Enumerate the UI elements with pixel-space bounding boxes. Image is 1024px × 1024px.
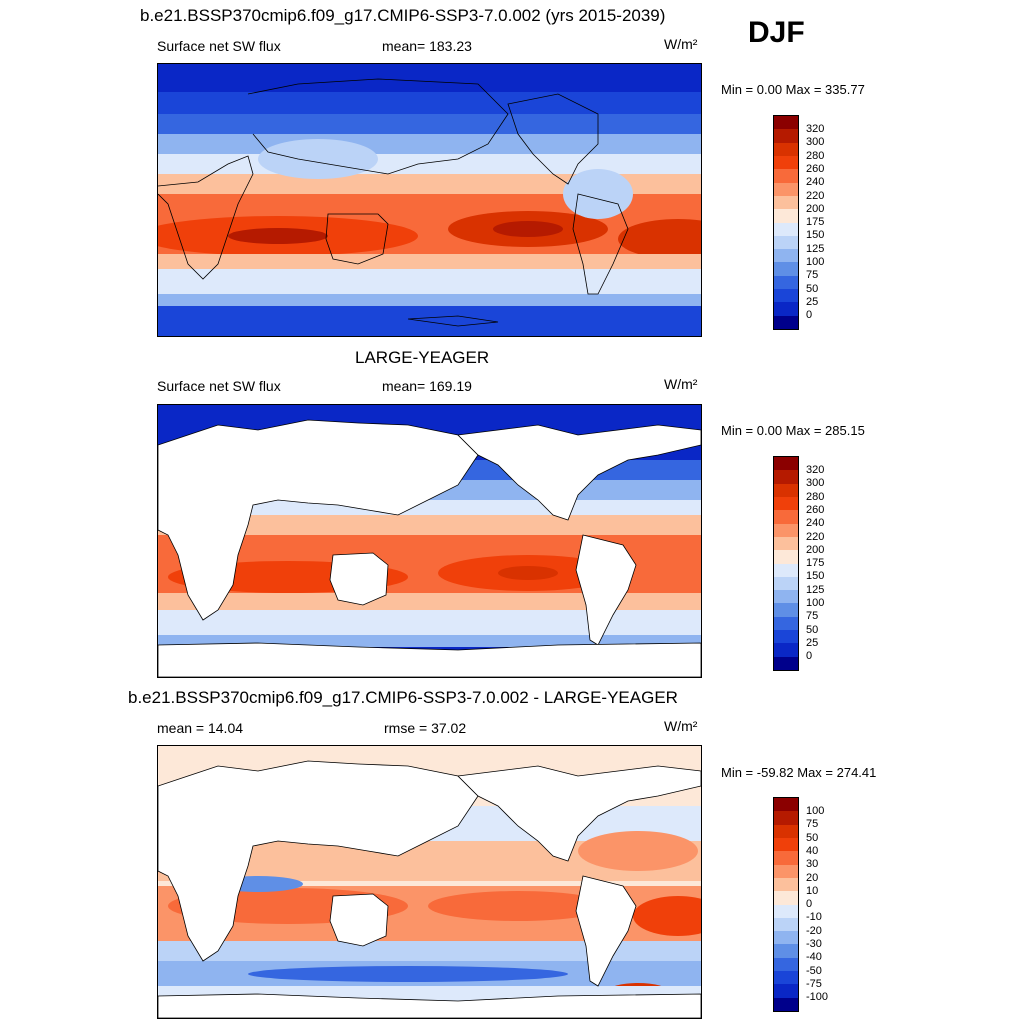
minmax-label: Min = 0.00 Max = 335.77: [721, 82, 865, 97]
colorbar-tick: 75: [806, 818, 819, 831]
colorbar-tick: 0: [806, 309, 813, 322]
colorbar-tick: 25: [806, 295, 819, 308]
colorbar-tick: 200: [806, 543, 825, 556]
units-label: W/m²: [664, 36, 698, 52]
colorbar-tick: 100: [806, 256, 825, 268]
variable-label: Surface net SW flux: [157, 38, 281, 54]
colorbar-tick: 0: [806, 650, 813, 663]
colorbar-tick: 260: [806, 503, 825, 516]
colorbar-tick: 220: [806, 530, 825, 543]
colorbar-tick: 150: [806, 229, 825, 242]
colorbar-tick: -50: [806, 964, 822, 977]
rmse-label: rmse = 37.02: [384, 720, 467, 736]
colorbar-tick: -20: [806, 924, 822, 937]
page-title: b.e21.BSSP370cmip6.f09_g17.CMIP6-SSP3-7.…: [140, 6, 666, 25]
season-label: DJF: [748, 16, 805, 49]
colorbar-tick: -40: [806, 951, 822, 964]
colorbar-tick: 50: [806, 623, 819, 636]
units-label: W/m²: [664, 376, 698, 392]
colorbar-tick: 320: [806, 123, 825, 135]
colorbar-tick: 20: [806, 871, 819, 884]
colorbar-tick: 40: [806, 844, 819, 857]
panel-title: LARGE-YEAGER: [355, 348, 490, 367]
colorbar-tick: 125: [806, 583, 825, 596]
colorbar-tick: 100: [806, 805, 825, 817]
colorbar-tick: 0: [806, 898, 813, 911]
colorbar-tick: 200: [806, 202, 825, 215]
colorbar-tick: 260: [806, 162, 825, 175]
colorbar-tick: -30: [806, 938, 822, 950]
colorbar-diff: [773, 797, 799, 1012]
colorbar-tick: 175: [806, 216, 825, 229]
colorbar-tick: 75: [806, 610, 819, 623]
panel-title: b.e21.BSSP370cmip6.f09_g17.CMIP6-SSP3-7.…: [128, 688, 678, 707]
colorbar-tick: 280: [806, 149, 825, 162]
colorbar-tick: 30: [806, 858, 819, 871]
map-model-swflux: [157, 63, 702, 337]
colorbar-tick: 300: [806, 136, 825, 149]
colorbar-tick: 175: [806, 557, 825, 570]
colorbar-tick: 240: [806, 176, 825, 189]
units-label: W/m²: [664, 718, 698, 734]
colorbar-tick: -10: [806, 911, 822, 924]
colorbar-tick: 240: [806, 517, 825, 530]
colorbar-tick: 75: [806, 269, 819, 282]
colorbar-tick: 220: [806, 189, 825, 202]
colorbar-tick: 100: [806, 597, 825, 609]
colorbar-abs: [773, 115, 799, 330]
colorbar-tick: -75: [806, 977, 822, 990]
colorbar-tick: 150: [806, 570, 825, 583]
colorbar-tick: 50: [806, 831, 819, 844]
mean-label: mean = 14.04: [157, 720, 244, 736]
mean-label: mean= 183.23: [382, 38, 472, 54]
colorbar-abs: [773, 456, 799, 671]
colorbar-tick: 300: [806, 477, 825, 490]
colorbar-tick: 320: [806, 464, 825, 476]
minmax-label: Min = 0.00 Max = 285.15: [721, 423, 865, 438]
colorbar-tick: 280: [806, 490, 825, 503]
variable-label: Surface net SW flux: [157, 378, 281, 394]
map-obs-swflux: [157, 404, 702, 678]
colorbar-tick: 10: [806, 884, 819, 897]
mean-label: mean= 169.19: [382, 378, 472, 394]
map-diff-swflux: [157, 745, 702, 1019]
colorbar-tick: 25: [806, 636, 819, 649]
colorbar-tick: -100: [806, 991, 829, 1004]
colorbar-tick: 50: [806, 282, 819, 295]
minmax-label: Min = -59.82 Max = 274.41: [721, 765, 877, 780]
colorbar-tick: 125: [806, 242, 825, 255]
